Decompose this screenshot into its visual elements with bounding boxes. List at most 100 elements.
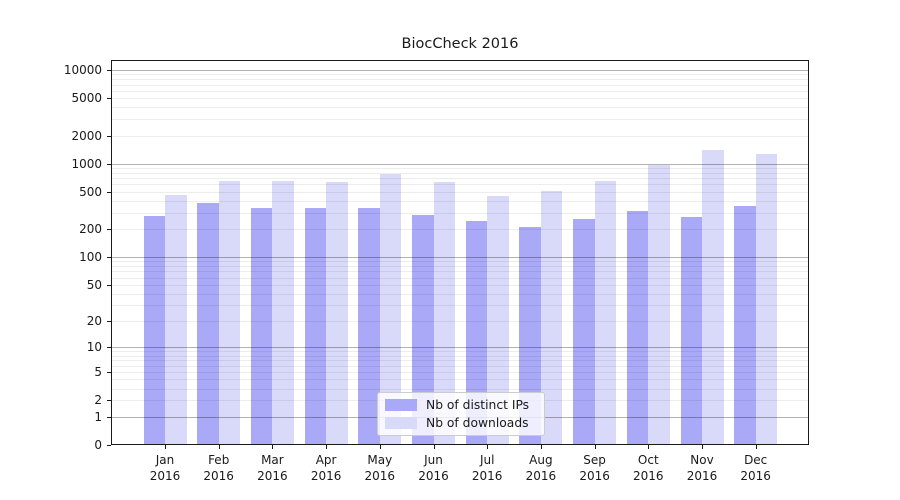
- bar-downloads-jun: [433, 181, 455, 445]
- gridline-20: [112, 321, 808, 322]
- bar-downloads-oct: [648, 164, 670, 445]
- y-tick-label-100: 100: [79, 250, 102, 265]
- bar-downloads-mar: [272, 180, 294, 445]
- x-tick-year-jul: 2016: [471, 468, 503, 483]
- x-tick-year-mar: 2016: [257, 468, 288, 483]
- bar-distinct-ips-feb: [197, 203, 219, 445]
- gridline-200: [112, 229, 808, 230]
- gridline-70: [112, 271, 808, 272]
- y-tick-label-1: 1: [94, 409, 102, 424]
- gridline-2000: [112, 136, 808, 137]
- bar-distinct-ips-may: [358, 207, 380, 445]
- bar-distinct-ips-jun: [412, 214, 434, 445]
- y-tick-mark-5000: [107, 98, 111, 99]
- x-tick-label-mar: Mar 2016: [245, 453, 299, 484]
- x-tick-label-apr: Apr 2016: [299, 453, 353, 484]
- bar-distinct-ips-aug: [519, 227, 541, 445]
- y-tick-mark-2: [107, 400, 111, 401]
- x-tick-year-nov: 2016: [686, 468, 718, 483]
- x-tick-mark-aug: [540, 445, 542, 449]
- gridline-1000: [112, 164, 808, 165]
- y-tick-label-0: 0: [94, 438, 102, 452]
- bar-downloads-nov: [702, 150, 724, 445]
- gridline-6000: [112, 91, 808, 92]
- gridline-3000: [112, 119, 808, 120]
- gridline-7000: [112, 85, 808, 86]
- x-tick-mark-oct: [648, 445, 650, 449]
- gridline-8: [112, 356, 808, 357]
- gridline-5000: [112, 98, 808, 99]
- x-tick-year-jan: 2016: [149, 468, 181, 483]
- y-tick-mark-1000: [107, 164, 111, 165]
- legend-item-downloads: Nb of downloads: [385, 416, 537, 430]
- y-tick-mark-200: [107, 229, 111, 230]
- y-tick-label-10: 10: [86, 340, 102, 355]
- gridline-600: [112, 184, 808, 185]
- legend: Nb of distinct IPs Nb of downloads: [377, 392, 545, 436]
- x-tick-label-may: May 2016: [353, 453, 407, 484]
- legend-swatch-distinct-ips: [385, 399, 417, 411]
- bar-distinct-ips-dec: [734, 206, 756, 445]
- gridline-8000: [112, 79, 808, 80]
- bar-downloads-dec: [755, 153, 778, 445]
- y-tick-mark-5: [107, 372, 111, 373]
- bar-distinct-ips-nov: [680, 216, 702, 445]
- x-tick-mark-jul: [487, 445, 489, 449]
- gridline-4000: [112, 107, 808, 108]
- y-tick-label-5000: 5000: [71, 91, 102, 106]
- y-tick-mark-10000: [107, 70, 111, 71]
- gridline-500: [112, 192, 808, 193]
- y-tick-label-500: 500: [79, 184, 102, 199]
- y-tick-label-2000: 2000: [71, 128, 102, 143]
- y-tick-mark-0: [107, 445, 111, 446]
- x-tick-mark-may: [379, 445, 381, 449]
- gridline-10: [112, 347, 808, 348]
- x-tick-mark-dec: [755, 445, 757, 449]
- x-tick-year-dec: 2016: [740, 468, 771, 483]
- bar-distinct-ips-mar: [250, 208, 273, 445]
- x-tick-label-aug: Aug 2016: [514, 453, 568, 484]
- x-tick-label-jan: Jan 2016: [138, 453, 192, 484]
- legend-swatch-downloads: [385, 417, 417, 429]
- gridline-80: [112, 266, 808, 267]
- x-tick-label-oct: Oct 2016: [621, 453, 675, 484]
- bar-distinct-ips-apr: [304, 208, 327, 445]
- x-tick-label-nov: Nov 2016: [675, 453, 729, 484]
- legend-label-downloads: Nb of downloads: [426, 416, 529, 430]
- x-tick-mark-jan: [165, 445, 166, 449]
- x-tick-year-sep: 2016: [579, 468, 610, 483]
- gridline-9000: [112, 74, 808, 75]
- gridline-40: [112, 294, 808, 295]
- x-tick-mark-sep: [594, 445, 596, 449]
- gridline-4: [112, 379, 808, 380]
- gridline-5: [112, 372, 808, 373]
- gridline-900: [112, 168, 808, 169]
- bar-distinct-ips-sep: [573, 219, 595, 445]
- bar-downloads-may: [379, 173, 402, 445]
- bar-downloads-apr: [326, 181, 348, 445]
- y-tick-label-20: 20: [86, 314, 102, 329]
- bar-downloads-feb: [218, 181, 241, 445]
- x-tick-label-sep: Sep 2016: [568, 453, 622, 484]
- x-tick-year-aug: 2016: [525, 468, 557, 483]
- x-tick-year-feb: 2016: [203, 468, 234, 483]
- y-tick-label-1000: 1000: [71, 156, 102, 171]
- y-tick-label-2: 2: [94, 393, 102, 408]
- gridline-800: [112, 173, 808, 174]
- chart-title: BiocCheck 2016: [401, 36, 519, 52]
- y-tick-mark-1: [107, 417, 111, 418]
- y-tick-mark-100: [107, 257, 111, 258]
- y-tick-mark-10: [107, 347, 111, 348]
- y-tick-label-10000: 10000: [63, 62, 102, 77]
- bar-downloads-sep: [594, 180, 617, 445]
- gridline-100: [112, 257, 808, 258]
- y-tick-label-5: 5: [94, 365, 102, 380]
- x-tick-mark-nov: [702, 445, 703, 449]
- x-tick-year-oct: 2016: [633, 468, 664, 483]
- x-tick-mark-apr: [326, 445, 328, 449]
- y-tick-label-50: 50: [86, 277, 102, 292]
- gridline-30: [112, 305, 808, 306]
- gridline-700: [112, 178, 808, 179]
- y-tick-mark-2000: [107, 136, 111, 137]
